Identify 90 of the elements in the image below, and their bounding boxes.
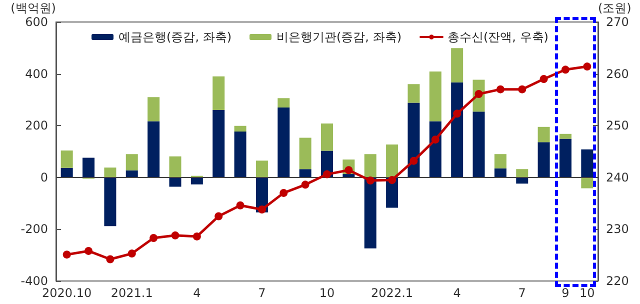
point <box>388 176 396 184</box>
bar <box>581 149 594 178</box>
point <box>171 231 180 240</box>
y2-tick-label: 270 <box>606 15 629 29</box>
y2-tick-label: 220 <box>606 274 629 288</box>
bar <box>60 168 73 178</box>
bar <box>538 126 550 142</box>
y2-tick-label: 260 <box>606 66 629 81</box>
bar <box>169 156 182 178</box>
point <box>540 74 548 83</box>
point <box>192 232 201 240</box>
bar <box>234 126 246 132</box>
bar <box>472 112 485 178</box>
y2-tick-label: 240 <box>606 170 629 184</box>
y-tick-label: -400 <box>20 274 48 288</box>
point <box>128 250 136 258</box>
point <box>236 201 244 210</box>
x-tick-label: 9 <box>562 286 570 300</box>
y-tick-label: -200 <box>20 222 48 236</box>
bar <box>212 76 225 110</box>
point <box>258 206 266 214</box>
bar <box>299 169 312 178</box>
bar <box>559 138 572 178</box>
y-tick-label: 0 <box>40 170 48 184</box>
bar <box>278 98 290 108</box>
point <box>431 136 440 144</box>
bar <box>190 177 203 184</box>
bar <box>104 177 116 226</box>
point <box>214 212 223 220</box>
x-tick-label: 7 <box>518 286 526 300</box>
bar <box>126 154 138 170</box>
bar <box>559 134 572 139</box>
x-tick-label: 2020.10 <box>42 286 92 300</box>
point <box>323 170 331 178</box>
bar <box>126 170 138 178</box>
y2-axis-title: (조원) <box>598 1 632 15</box>
point <box>106 255 114 264</box>
point <box>366 176 374 185</box>
point <box>453 110 462 118</box>
bar <box>234 132 246 178</box>
bar <box>169 177 182 187</box>
bar <box>82 158 95 178</box>
point <box>518 85 526 94</box>
x-tick-label: 4 <box>453 286 461 300</box>
bar <box>451 82 464 178</box>
bar <box>386 144 398 178</box>
x-tick-label: 2021.1 <box>110 286 153 300</box>
bar <box>212 110 225 178</box>
x-tick-label: 2022.1 <box>371 286 414 300</box>
legend-label: 비은행기관(증감, 좌축) <box>276 30 402 44</box>
bar <box>299 138 312 170</box>
bar <box>538 142 550 178</box>
bar <box>256 160 268 178</box>
y-tick-label: 400 <box>25 66 48 81</box>
y2-tick-label: 230 <box>606 222 629 236</box>
bar <box>148 97 160 122</box>
bar <box>148 121 160 178</box>
y-tick-label: 200 <box>25 118 48 133</box>
bar <box>494 168 506 178</box>
y-tick-label: 600 <box>25 15 48 29</box>
bar <box>408 84 420 103</box>
y2-tick-label: 250 <box>606 118 629 133</box>
point <box>561 66 570 74</box>
x-tick-label: 7 <box>258 286 266 300</box>
bar <box>364 154 376 178</box>
bar <box>451 48 464 82</box>
point <box>62 250 71 259</box>
bar <box>321 124 333 151</box>
bar <box>408 102 420 178</box>
bar <box>429 71 442 122</box>
x-tick-label: 10 <box>580 286 595 300</box>
point <box>301 180 310 189</box>
bar <box>494 154 506 168</box>
legend-label: 총수신(잔액, 우축) <box>447 30 548 44</box>
point <box>583 62 592 71</box>
point <box>150 234 158 242</box>
bar <box>104 168 116 178</box>
legend-label: 예금은행(증감, 좌축) <box>118 30 232 44</box>
point <box>280 188 288 197</box>
bar <box>364 177 376 248</box>
bar <box>60 150 73 168</box>
point <box>410 156 418 165</box>
bar <box>278 107 290 178</box>
x-tick-label: 10 <box>319 286 335 300</box>
y-axis-title: (백억원) <box>10 1 56 15</box>
bar <box>581 177 594 188</box>
point <box>496 85 504 94</box>
x-tick-label: 4 <box>193 286 201 300</box>
point <box>84 246 93 255</box>
bar <box>516 169 528 178</box>
